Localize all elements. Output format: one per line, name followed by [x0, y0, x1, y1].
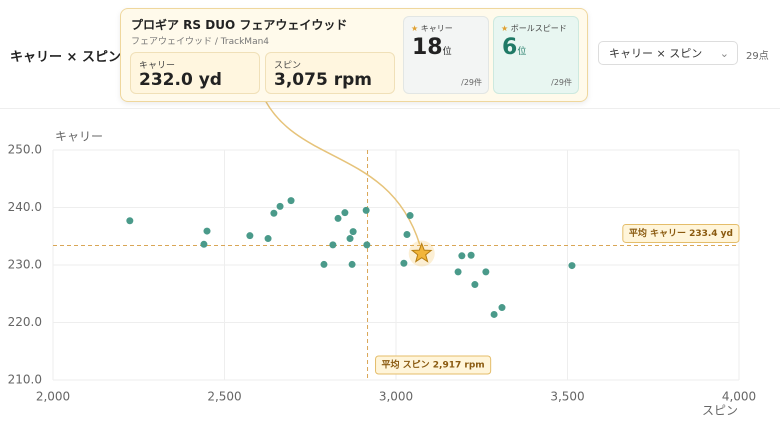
rank-label-text: ボールスピード: [510, 24, 567, 33]
x-tick-label: 3,000: [379, 390, 413, 404]
rank-label: ★ キャリー: [411, 24, 453, 33]
point: [276, 202, 284, 210]
point: [482, 268, 490, 276]
point: [270, 209, 278, 217]
stat-value: 3,075 rpm: [274, 70, 372, 90]
mean-badge: [375, 355, 492, 375]
point: [400, 259, 408, 267]
point: [203, 227, 211, 235]
point-count: 29点: [746, 51, 769, 62]
point: [329, 241, 337, 249]
point: [341, 209, 349, 217]
mean-badge: [622, 223, 740, 243]
y-tick-label: 250.0: [8, 143, 42, 157]
point: [246, 232, 254, 240]
chevron: ⌄: [719, 47, 729, 60]
rank-total: /29件: [551, 78, 572, 87]
point: [490, 310, 498, 318]
rank-unit: 位: [517, 47, 527, 57]
point: [200, 240, 208, 248]
point: [126, 217, 134, 225]
x-tick-label: 2,500: [207, 390, 241, 404]
x-tick-label: 4,000: [722, 390, 756, 404]
highlight-point: [410, 242, 433, 263]
y-axis-label: キャリー: [55, 130, 103, 144]
x-axis-label: スピン: [702, 404, 738, 418]
y-tick-label: 240.0: [8, 200, 42, 214]
point: [458, 252, 466, 260]
connector: [264, 99, 421, 245]
rank-total: /29件: [461, 78, 482, 87]
point: [406, 212, 414, 220]
point: [334, 214, 342, 222]
stat-value: 232.0 yd: [139, 70, 222, 90]
point: [287, 197, 295, 205]
rank-value: 6: [502, 35, 518, 60]
tooltip: プロギア RS DUO フェアウェイウッド フェアウェイウッド / TrackM…: [120, 8, 588, 102]
rank-value: 18: [412, 35, 443, 60]
point: [362, 206, 370, 214]
point: [320, 260, 328, 268]
point: [498, 304, 506, 312]
stat-card: キャリー 232.0 yd: [130, 52, 260, 94]
mean-label: 平均 スピン 2,917 rpm: [382, 359, 485, 371]
point: [363, 241, 371, 249]
point: [264, 235, 272, 243]
point: [348, 260, 356, 268]
x-tick-label: 2,000: [36, 390, 70, 404]
point: [471, 281, 479, 289]
point: [346, 235, 354, 243]
point: [349, 228, 357, 236]
point: [467, 251, 475, 259]
rank-label-text: キャリー: [420, 24, 453, 33]
mean-label: 平均 キャリー 233.4 yd: [629, 227, 733, 239]
header-bar: [0, 0, 780, 109]
rank-label: ★ ボールスピード: [501, 24, 567, 33]
select-text: キャリー × スピン: [609, 47, 703, 60]
point: [454, 268, 462, 276]
rank: 18位: [412, 35, 452, 60]
metric-select[interactable]: キャリー × スピン ⌄: [598, 41, 738, 65]
tooltip-sub: フェアウェイウッド / TrackMan4: [131, 37, 270, 47]
rank-card: ★ ボールスピード 6位 /29件: [493, 16, 579, 94]
header-title: キャリー × スピン: [10, 50, 121, 65]
stat-label: スピン: [274, 61, 302, 71]
tooltip-title: プロギア RS DUO フェアウェイウッド: [131, 18, 348, 32]
rank-unit: 位: [442, 47, 452, 57]
stat-card: スピン 3,075 rpm: [265, 52, 395, 94]
point: [568, 262, 576, 270]
y-tick-label: 220.0: [8, 315, 42, 329]
y-tick-label: 210.0: [8, 373, 42, 387]
rank: 6位: [502, 35, 526, 60]
point: [403, 231, 411, 239]
y-tick-label: 230.0: [8, 258, 42, 272]
stat-label: キャリー: [139, 61, 176, 71]
rank-card: ★ キャリー 18位 /29件: [403, 16, 489, 94]
x-tick-label: 3,500: [550, 390, 584, 404]
